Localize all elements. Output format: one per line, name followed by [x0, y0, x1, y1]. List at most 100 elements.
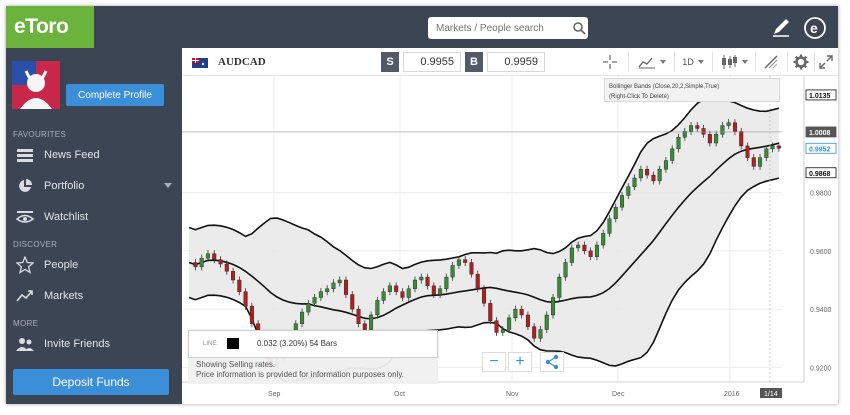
- expand-icon: [819, 55, 833, 69]
- sidebar-item-label: Watchlist: [44, 211, 89, 223]
- candle: [488, 299, 493, 325]
- candle: [400, 288, 405, 301]
- candle-body: [751, 157, 756, 167]
- candle: [588, 247, 593, 261]
- sidebar-item-invite-friends[interactable]: Invite Friends: [6, 331, 182, 357]
- candle-body: [419, 276, 424, 281]
- candle-body: [343, 279, 348, 295]
- candle-body: [425, 276, 430, 287]
- chart-settings-button[interactable]: [790, 52, 812, 72]
- sidebar-item-watchlist[interactable]: Watchlist: [6, 204, 182, 230]
- candle-body: [689, 125, 694, 132]
- candle-body: [682, 131, 687, 138]
- etoro-e-icon[interactable]: e: [803, 16, 827, 40]
- sidebar-item-label: Markets: [44, 290, 84, 302]
- candle-body: [582, 244, 587, 252]
- candle: [751, 154, 756, 170]
- candle-body: [387, 285, 392, 292]
- chart-type-button[interactable]: [716, 52, 752, 72]
- candle-body: [205, 253, 210, 259]
- candle-body: [444, 276, 449, 289]
- candle: [707, 130, 712, 147]
- candle: [356, 305, 361, 328]
- pen-icon[interactable]: [770, 16, 792, 38]
- candle-body: [406, 288, 411, 298]
- section-favourites: FAVOURITES: [13, 130, 67, 139]
- zoom-out-button[interactable]: −: [482, 352, 506, 372]
- candle: [758, 154, 763, 170]
- candle-body: [607, 218, 612, 234]
- sidebar-item-people[interactable]: People: [6, 252, 182, 278]
- line-legend: LINE: 0.032 (3.20%) 54 Bars: [188, 330, 438, 358]
- timeframe-select[interactable]: 1D: [678, 52, 708, 72]
- buy-price[interactable]: 0.9959: [487, 52, 545, 72]
- candle: [770, 142, 775, 153]
- search-input[interactable]: [428, 17, 588, 39]
- share-button[interactable]: [540, 352, 564, 372]
- candle: [482, 285, 487, 307]
- candle-body: [394, 285, 399, 292]
- chevron-down-icon[interactable]: [164, 183, 172, 188]
- crosshair-button[interactable]: [596, 52, 624, 72]
- candle-body: [745, 145, 750, 158]
- candle-body: [651, 174, 656, 182]
- deposit-funds-button[interactable]: Deposit Funds: [13, 369, 169, 395]
- candle: [419, 273, 424, 284]
- indicators-button[interactable]: [634, 52, 670, 72]
- candle-body: [532, 326, 537, 339]
- candle: [475, 270, 480, 293]
- buy-badge[interactable]: B: [465, 52, 483, 72]
- price-chart[interactable]: 0.9200 0.9400 0.9600 0.9800 1.0135 1.0008 0.99…: [182, 76, 838, 404]
- section-discover: DISCOVER: [13, 240, 58, 249]
- x-tick-label: 2016: [724, 391, 740, 398]
- sidebar-item-portfolio[interactable]: Portfolio: [6, 173, 182, 199]
- candle: [331, 279, 336, 293]
- candle: [551, 293, 556, 319]
- sell-price[interactable]: 0.9955: [403, 52, 461, 72]
- sell-badge[interactable]: S: [381, 52, 399, 72]
- candle: [444, 273, 449, 293]
- y-tick-label: 0.9400: [810, 307, 832, 314]
- candle-body: [544, 314, 549, 330]
- candle: [538, 326, 543, 342]
- instrument-symbol: AUDCAD: [218, 56, 266, 68]
- candle-body: [463, 259, 468, 263]
- candle-body: [569, 247, 574, 263]
- chevron-down-icon: [742, 60, 748, 64]
- candle: [438, 285, 443, 299]
- candle: [519, 305, 524, 319]
- complete-profile-button[interactable]: Complete Profile: [66, 84, 164, 106]
- y-tick-label: 0.9800: [810, 191, 832, 198]
- etoro-logo[interactable]: eToro: [6, 6, 94, 48]
- candle: [657, 165, 662, 185]
- x-tick-label: Oct: [394, 391, 405, 398]
- candle: [243, 288, 248, 310]
- candle: [645, 165, 650, 179]
- draw-tools-button[interactable]: [758, 52, 784, 72]
- candle: [237, 276, 242, 296]
- candle: [463, 256, 468, 267]
- candle-body: [381, 291, 386, 301]
- fullscreen-button[interactable]: [816, 52, 836, 72]
- price-tag-box: [805, 142, 837, 154]
- candle: [632, 174, 637, 191]
- sidebar-item-label: News Feed: [44, 149, 100, 161]
- candle-body: [525, 314, 530, 327]
- y-tick-label: 0.9200: [810, 365, 832, 372]
- candle-body: [695, 125, 700, 129]
- sidebar-item-markets[interactable]: Markets: [6, 283, 182, 309]
- candle: [701, 124, 706, 138]
- tooltip-title: Bollinger Bands (Close,20,2,Simple,True): [609, 84, 720, 90]
- price-tag-box: [805, 167, 837, 179]
- avatar[interactable]: [12, 61, 60, 109]
- candle: [582, 241, 587, 255]
- draw-tool-icon: [764, 55, 778, 69]
- candle: [500, 326, 505, 336]
- x-tick-label: Sep: [268, 391, 281, 398]
- search-icon[interactable]: [572, 21, 586, 35]
- sidebar-item-news-feed[interactable]: News Feed: [6, 142, 182, 168]
- candle: [532, 323, 537, 342]
- candle-body: [300, 311, 305, 324]
- zoom-in-button[interactable]: +: [508, 352, 532, 372]
- candle: [676, 133, 681, 153]
